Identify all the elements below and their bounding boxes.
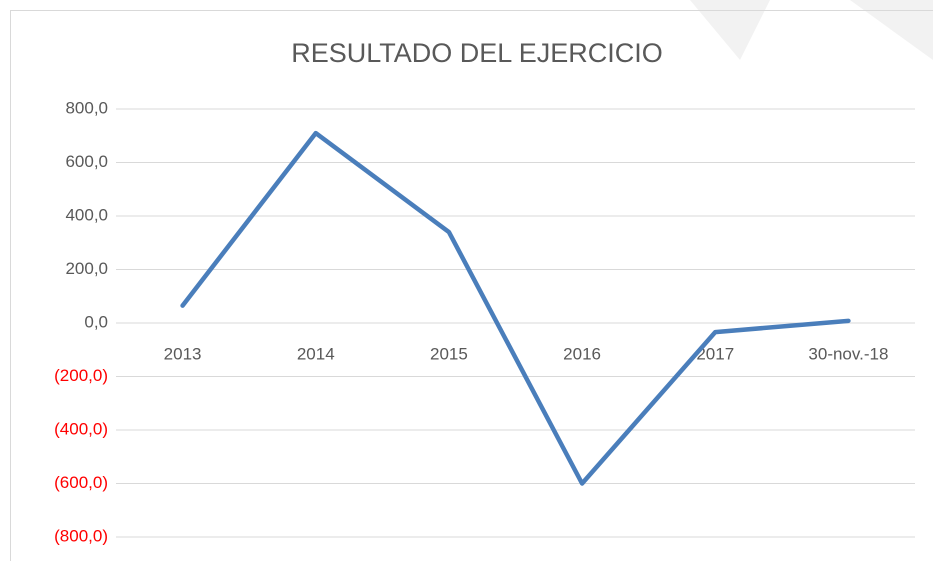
y-tick-label: 0,0 xyxy=(84,312,108,331)
y-tick-label: (600,0) xyxy=(54,473,108,492)
decor xyxy=(690,0,770,60)
y-tick-label: 200,0 xyxy=(65,259,108,278)
line-series xyxy=(180,130,851,486)
x-tick-label: 2013 xyxy=(164,344,202,363)
x-tick-label: 2014 xyxy=(297,344,335,363)
y-tick-label: (800,0) xyxy=(54,526,108,545)
x-tick-label: 30-nov.-18 xyxy=(808,344,888,363)
x-tick-label: 2015 xyxy=(430,344,468,363)
x-tick-label: 2016 xyxy=(563,344,601,363)
x-tick-label: 2017 xyxy=(696,344,734,363)
chart-frame xyxy=(10,10,933,561)
decor xyxy=(850,0,933,60)
y-tick-label: 800,0 xyxy=(65,98,108,117)
y-tick-label: 400,0 xyxy=(65,205,108,224)
y-tick-label: (200,0) xyxy=(54,366,108,385)
y-tick-label: 600,0 xyxy=(65,152,108,171)
chart-title: RESULTADO DEL EJERCICIO xyxy=(291,38,663,68)
y-tick-label: (400,0) xyxy=(54,419,108,438)
